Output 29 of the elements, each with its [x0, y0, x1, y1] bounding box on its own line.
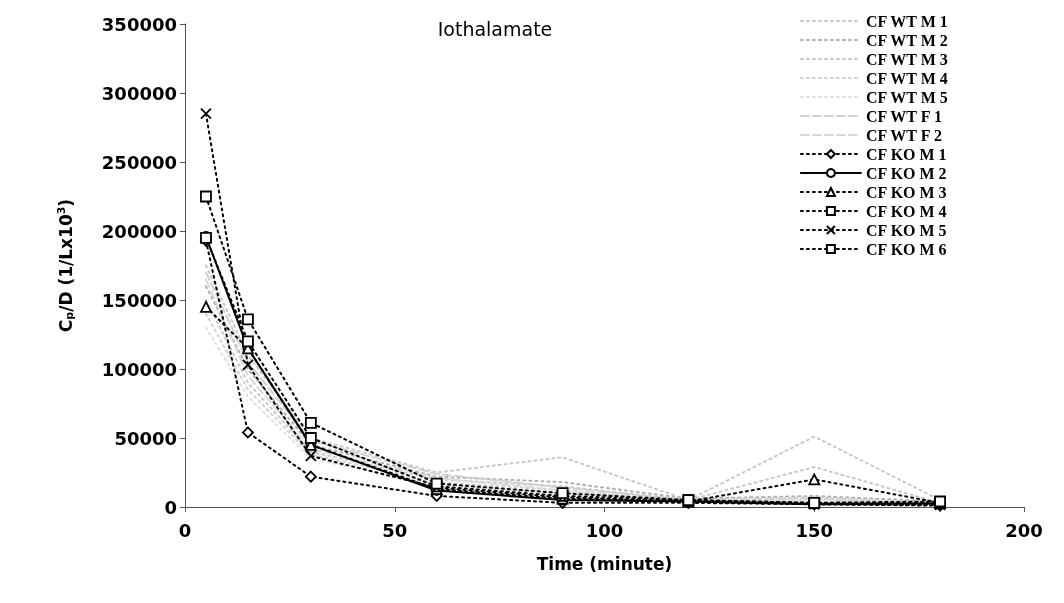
y-axis-title: Cp/D (1/Lx103)	[55, 198, 76, 333]
y-tick-label: 50000	[114, 427, 177, 449]
legend-label: CF WT M 4	[865, 69, 948, 87]
y-tick-label: 250000	[101, 151, 177, 173]
x-tick-label: 200	[1005, 519, 1043, 541]
legend-label: CF WT M 3	[865, 50, 948, 68]
x-tick-label: 0	[178, 519, 192, 541]
legend-label: CF KO M 2	[865, 164, 947, 182]
legend-label: CF KO M 6	[865, 240, 947, 258]
y-tick-label: 100000	[101, 358, 177, 380]
x-tick-label: 50	[382, 519, 408, 541]
x-tick-label: 100	[585, 519, 624, 541]
y-tick-label: 300000	[101, 82, 177, 104]
x-tick-label: 150	[795, 519, 834, 541]
legend-label: CF KO M 1	[865, 145, 947, 163]
chart-title: Iothalamate	[437, 17, 553, 40]
y-tick-label: 350000	[101, 13, 177, 35]
y-tick-label: 0	[164, 496, 177, 518]
legend-label: CF WT M 5	[865, 88, 948, 106]
legend-label: CF WT F 1	[865, 107, 942, 125]
legend-label: CF WT M 1	[865, 12, 948, 30]
x-axis-title: Time (minute)	[536, 553, 673, 574]
y-tick-label: 150000	[101, 289, 177, 311]
legend-label: CF WT F 2	[865, 126, 942, 144]
legend-label: CF KO M 3	[865, 183, 947, 201]
y-tick-label: 200000	[101, 220, 177, 242]
legend-label: CF KO M 5	[865, 221, 947, 239]
legend-label: CF WT M 2	[865, 31, 948, 49]
legend-label: CF KO M 4	[865, 202, 947, 220]
